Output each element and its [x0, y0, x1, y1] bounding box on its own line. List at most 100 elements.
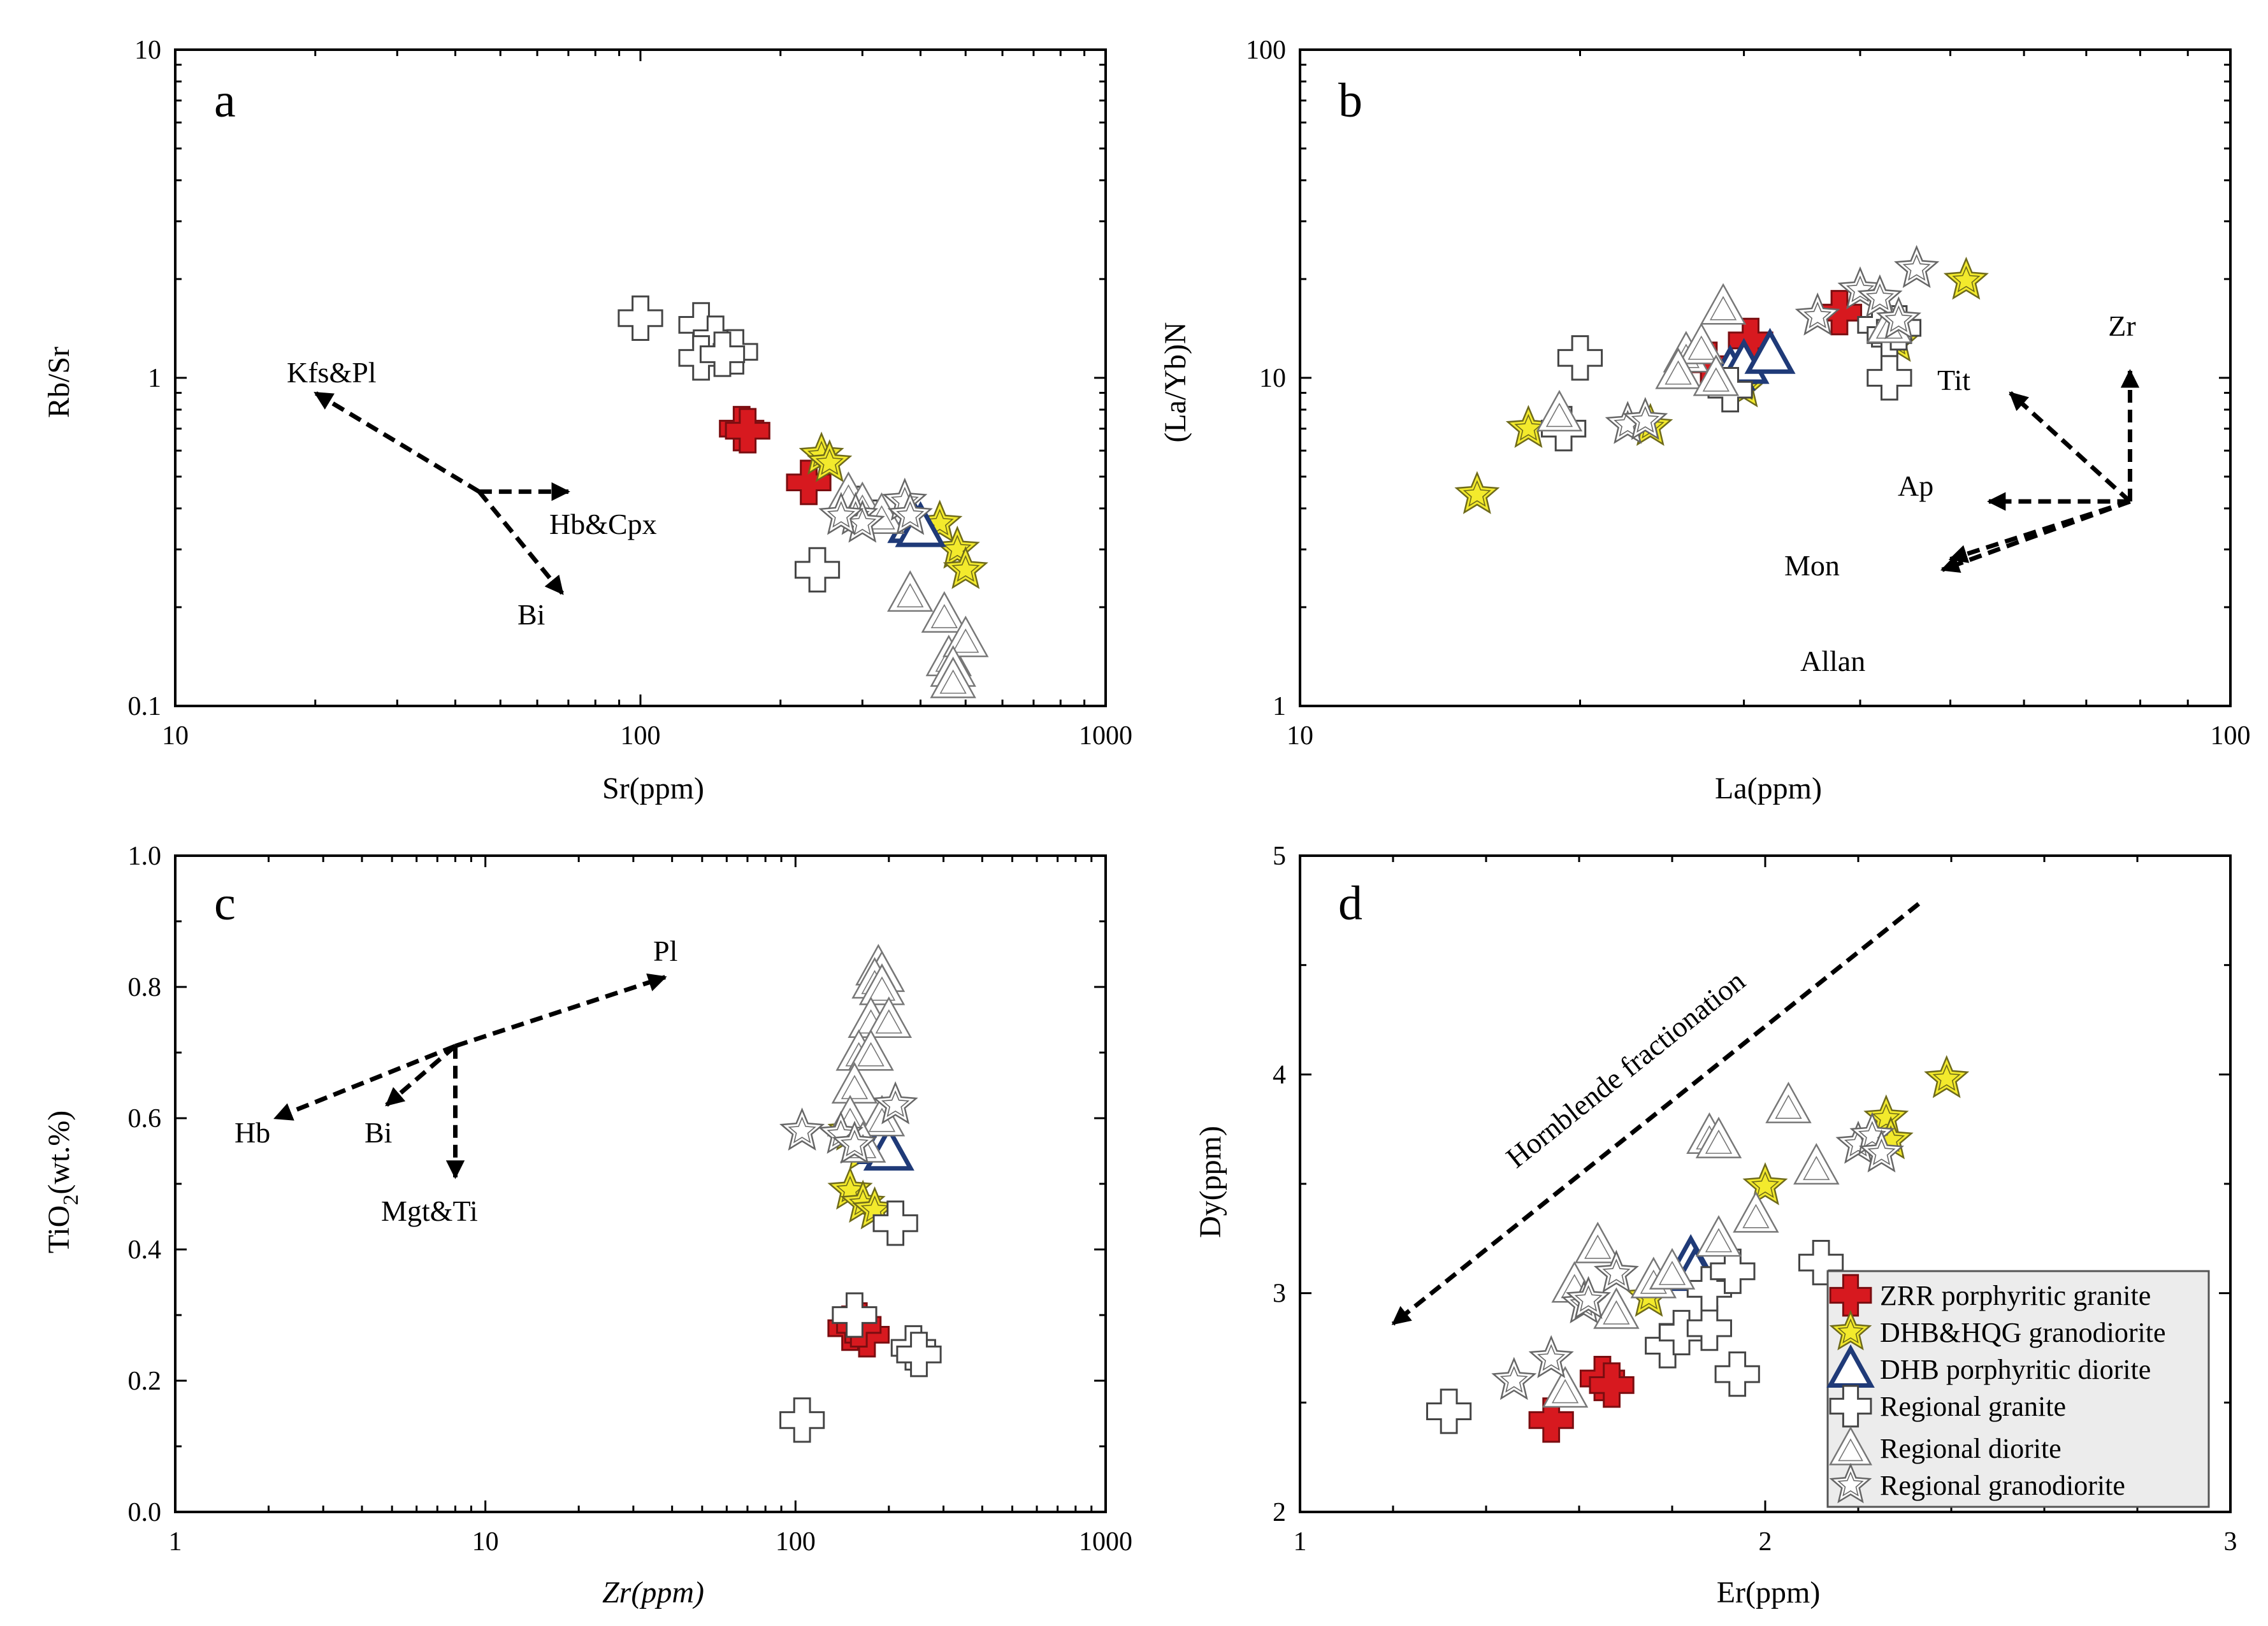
panel-c-y-tick-label: 0.2 — [128, 1367, 162, 1396]
data-point-reg_granite — [832, 1292, 878, 1338]
data-point-reg_diorite-inner — [930, 603, 958, 629]
data-point-zrr — [1589, 1362, 1635, 1408]
data-point-reg_diorite-inner — [952, 628, 979, 653]
panel-b-vector-allan — [1940, 499, 2131, 573]
data-point-reg_granite-shape — [1710, 1248, 1756, 1294]
panel-c-vector-label-bi: Bi — [365, 1116, 392, 1149]
panel-d-y-tick-label: 3 — [1273, 1279, 1286, 1309]
panel-a-x-tick-label: 100 — [621, 721, 661, 751]
data-point-zrr-shape — [786, 459, 832, 505]
legend-label-dhb-hqg: DHB&HQG granodiorite — [1880, 1317, 2166, 1348]
data-point-reg_granodiorite-inner — [1537, 1344, 1566, 1371]
data-point-zrr — [725, 408, 770, 454]
legend-marker-reg_granodiorite — [1829, 1462, 1872, 1504]
data-point-reg_diorite-shape — [858, 963, 906, 1005]
panel-d-trend-arrow — [1391, 902, 1921, 1326]
data-point-reg_diorite — [1536, 389, 1583, 432]
panel-d-letter: d — [1338, 877, 1362, 930]
panel-c-y-axis-label-main: TiO — [42, 1205, 76, 1254]
data-point-reg_granodiorite-shape — [1622, 396, 1668, 440]
panel-d-x-tick-label: 1 — [1294, 1527, 1307, 1557]
panel-c-vector-label-mgt-ti: Mgt&Ti — [381, 1195, 478, 1227]
data-point-reg_diorite-shape — [865, 996, 913, 1039]
panel-c-y-tick-label: 0.6 — [128, 1104, 162, 1133]
data-point-reg_diorite-inner — [1803, 1156, 1830, 1181]
data-point-reg_granite — [1714, 1351, 1760, 1397]
data-point-reg_diorite — [1765, 1081, 1812, 1123]
data-point-reg_granite — [618, 295, 663, 341]
data-point-reg_granite — [872, 1200, 918, 1246]
data-point-reg_diorite — [1649, 1248, 1696, 1290]
panel-d-x-tick-label: 2 — [1759, 1527, 1772, 1557]
data-point-reg_granite — [1867, 355, 1912, 401]
data-point-reg_diorite — [865, 996, 913, 1039]
data-point-reg_granite-shape — [779, 1397, 825, 1443]
panel-a-series-reg_granodiorite — [818, 477, 933, 543]
legend-marker-dhb_hqg-inner — [1837, 1318, 1864, 1344]
data-point-reg_diorite-inner — [1551, 1379, 1579, 1404]
panel-c-series-reg_diorite — [827, 944, 913, 1163]
data-point-reg_granodiorite — [1593, 1249, 1639, 1293]
panel-b-series-reg_granite — [1541, 302, 1922, 452]
data-point-reg_granodiorite — [779, 1107, 825, 1151]
panel-c-y-tick-label: 0.4 — [128, 1235, 162, 1265]
panel-d-y-axis-label: Dy(ppm) — [1194, 1126, 1227, 1238]
data-point-reg_diorite-shape — [1693, 354, 1740, 396]
data-point-reg_granite — [1426, 1388, 1472, 1434]
panel-c-y-axis-label-tail: (wt.%) — [42, 1111, 76, 1195]
data-point-dhb_diorite-shape — [1744, 327, 1796, 374]
panel-d-y-tick-label: 2 — [1273, 1498, 1286, 1527]
data-point-reg_diorite — [848, 1029, 894, 1071]
data-point-reg_granodiorite — [1491, 1356, 1537, 1400]
data-point-reg_diorite-inner — [1709, 296, 1737, 320]
data-point-reg_granite — [794, 547, 841, 593]
data-point-reg_granodiorite-inner — [1867, 1138, 1896, 1165]
data-point-reg_diorite — [831, 1061, 878, 1104]
data-point-reg_granodiorite-inner — [881, 1090, 910, 1118]
data-point-reg_granodiorite-shape — [1593, 1249, 1639, 1293]
data-point-reg_diorite-inner — [1603, 1300, 1630, 1325]
data-point-reg_granodiorite-inner — [1884, 305, 1913, 333]
panel-c-vector-label-pl: Pl — [653, 935, 677, 967]
data-point-reg_granodiorite-shape — [1875, 296, 1921, 340]
panel-d-series-reg_granite — [1426, 1240, 1844, 1434]
data-point-dhb_hqg-inner — [1751, 1171, 1780, 1198]
data-point-reg_granite-shape — [1426, 1388, 1472, 1434]
panel-c-y-tick-label: 0.8 — [128, 973, 162, 1002]
data-point-reg_granodiorite — [1795, 292, 1840, 336]
data-point-reg_diorite-shape — [1593, 1287, 1640, 1329]
panel-c-y-tick-label: 1.0 — [128, 842, 162, 871]
panel-d-series-zrr — [1528, 1355, 1635, 1443]
data-point-reg_granodiorite — [1857, 274, 1903, 318]
panel-b-x-axis-label: La(ppm) — [1715, 772, 1822, 805]
data-point-reg_granodiorite-inner — [848, 508, 877, 536]
panel-b-vector-label-ap: Ap — [1898, 470, 1933, 502]
data-point-zrr — [786, 459, 832, 505]
panel-a-vector-bi — [477, 490, 565, 595]
data-point-reg_granite — [1557, 335, 1603, 381]
data-point-reg_granodiorite-inner — [788, 1116, 816, 1144]
panel-c-vector-pl — [454, 973, 667, 1049]
data-point-reg_diorite-inner — [1687, 335, 1715, 360]
panel-d-x-tick-label: 3 — [2224, 1527, 2237, 1557]
data-point-reg_diorite — [1695, 1116, 1742, 1158]
legend-marker-reg_granodiorite-shape — [1829, 1462, 1872, 1504]
data-point-reg_granodiorite — [1528, 1335, 1574, 1378]
panel-a: a Sr(ppm) Rb/Sr 10 100 1000 0.1 1 10 Kfs&Pl Hb&… — [42, 36, 1132, 805]
data-point-reg_granite-shape — [1686, 1306, 1732, 1351]
data-point-reg_granodiorite — [1894, 245, 1940, 289]
panel-b-y-tick-label: 10 — [1259, 364, 1286, 393]
panel-a-y-axis-label: Rb/Sr — [42, 347, 76, 418]
data-point-reg_granite-shape — [618, 295, 663, 341]
data-point-reg_granodiorite-inner — [1602, 1258, 1631, 1286]
data-point-dhb_hqg — [807, 439, 853, 482]
data-point-reg_diorite — [1655, 347, 1701, 389]
panel-d-y-tick-label: 5 — [1273, 842, 1286, 871]
data-point-reg_diorite — [943, 615, 989, 658]
data-point-reg_diorite-inner — [1705, 1228, 1733, 1253]
panel-c-x-tick-label: 1 — [169, 1527, 182, 1557]
data-point-reg_granodiorite-inner — [1499, 1365, 1528, 1393]
panel-a-vector-label-hb-cpx: Hb&Cpx — [549, 508, 657, 540]
panel-c-vector-bi — [385, 1044, 457, 1107]
